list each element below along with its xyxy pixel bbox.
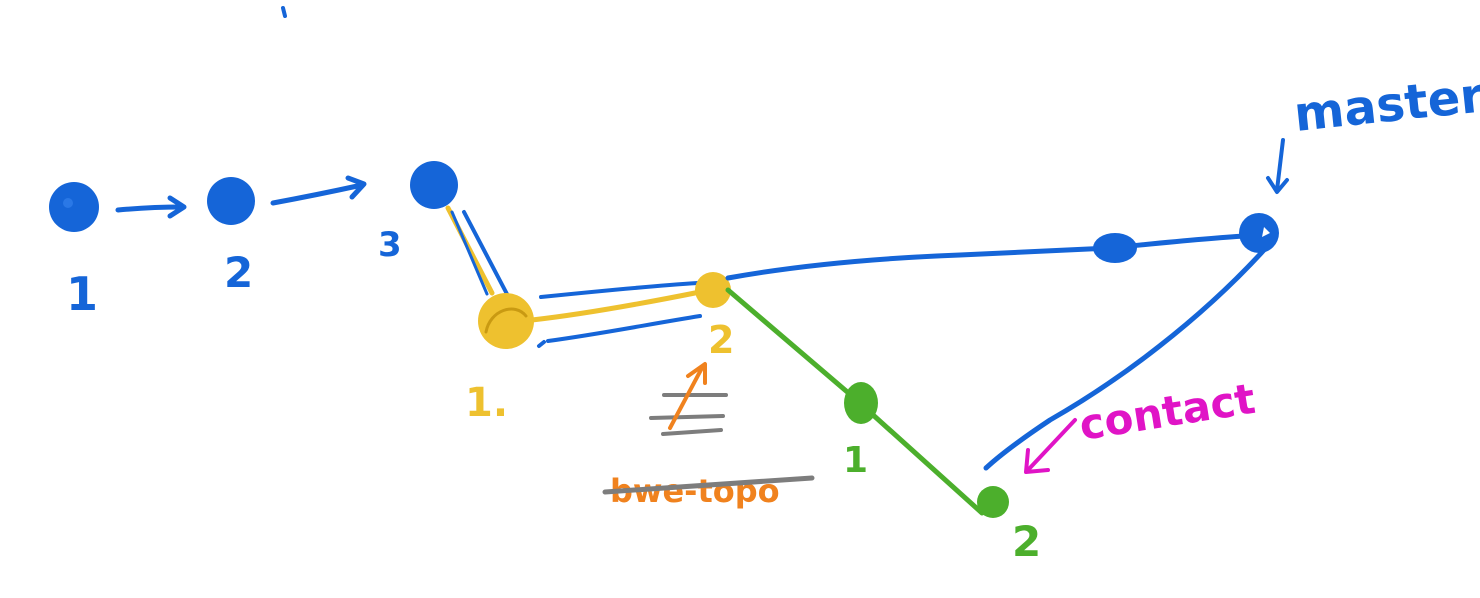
- branch-node-yellow-2: [695, 272, 731, 308]
- label-commit-1: 1: [66, 267, 98, 321]
- label-commit-3: 3: [378, 225, 402, 265]
- commit-node-green-1: [844, 382, 878, 424]
- node-highlight: [63, 198, 73, 208]
- orange-arrow-head: [686, 362, 707, 385]
- label-master: master: [1291, 67, 1480, 143]
- label-yellow-1: 1.: [465, 380, 508, 426]
- stray-mark: [281, 6, 287, 18]
- arrow-1-to-2: [115, 204, 185, 213]
- arrow-to-master: [1275, 138, 1285, 192]
- node-scribble: [484, 307, 528, 334]
- arrow-1-to-2-head: [167, 195, 187, 219]
- master-line: [725, 245, 1113, 281]
- commit-node-3: [410, 161, 458, 209]
- merge-line: [983, 247, 1267, 471]
- label-commit-2: 2: [224, 248, 253, 297]
- gray-stroke-2: [649, 414, 725, 420]
- commit-node-green-2: [977, 486, 1009, 518]
- parallel-line-bottom: [546, 314, 702, 343]
- branch-line-blue-2: [450, 210, 489, 296]
- green-line-2: [869, 411, 985, 516]
- commit-node-1: [49, 182, 99, 232]
- parallel-line-top: [539, 281, 700, 299]
- master-node: [1239, 213, 1279, 253]
- master-mid-node: [1093, 233, 1137, 263]
- arrow-to-contact-head: [1024, 448, 1050, 474]
- yellow-connector: [529, 289, 703, 323]
- arrow-to-contact: [1026, 418, 1077, 472]
- label-green-2: 2: [1012, 517, 1041, 566]
- master-line-2: [1127, 233, 1248, 249]
- branch-node-yellow-1: [478, 293, 534, 349]
- label-yellow-2: 2: [708, 318, 734, 362]
- branch-line-blue: [462, 210, 510, 298]
- gray-stroke-3: [661, 428, 723, 436]
- node-highlight: [1262, 227, 1270, 237]
- orange-arrow: [668, 364, 705, 430]
- arrow-to-master-head: [1266, 176, 1289, 194]
- strike-through-line: [602, 475, 815, 495]
- arrow-2-to-3-head: [345, 175, 367, 200]
- line-tick: [537, 340, 546, 348]
- commit-node-2: [207, 177, 255, 225]
- arrow-2-to-3: [270, 182, 365, 206]
- label-green-1: 1: [843, 440, 868, 481]
- green-line-1: [725, 287, 855, 399]
